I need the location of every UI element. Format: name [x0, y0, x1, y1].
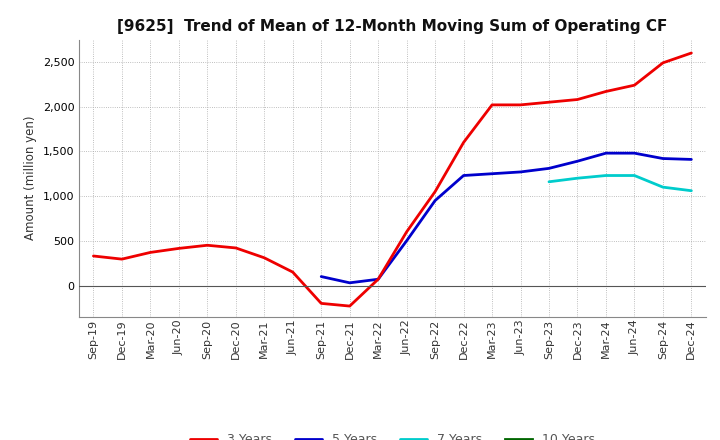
3 Years [117, 257, 126, 262]
3 Years [146, 250, 155, 255]
3 Years [459, 140, 468, 145]
5 Years [459, 173, 468, 178]
3 Years [630, 83, 639, 88]
Title: [9625]  Trend of Mean of 12-Month Moving Sum of Operating CF: [9625] Trend of Mean of 12-Month Moving … [117, 19, 667, 34]
5 Years [487, 171, 496, 176]
3 Years [346, 304, 354, 309]
3 Years [174, 246, 183, 251]
7 Years [687, 188, 696, 193]
3 Years [545, 99, 554, 105]
5 Years [374, 277, 382, 282]
7 Years [630, 173, 639, 178]
3 Years [260, 255, 269, 260]
3 Years [516, 102, 525, 107]
Line: 3 Years: 3 Years [94, 53, 691, 306]
5 Years [516, 169, 525, 175]
5 Years [545, 166, 554, 171]
3 Years [374, 277, 382, 282]
3 Years [402, 229, 411, 235]
7 Years [545, 179, 554, 184]
5 Years [317, 274, 325, 279]
5 Years [659, 156, 667, 161]
3 Years [659, 60, 667, 66]
Y-axis label: Amount (million yen): Amount (million yen) [24, 116, 37, 240]
7 Years [602, 173, 611, 178]
5 Years [431, 198, 439, 203]
5 Years [687, 157, 696, 162]
5 Years [602, 150, 611, 156]
5 Years [573, 158, 582, 164]
3 Years [289, 269, 297, 275]
5 Years [402, 238, 411, 243]
7 Years [573, 176, 582, 181]
3 Years [573, 97, 582, 102]
3 Years [203, 242, 212, 248]
5 Years [630, 150, 639, 156]
3 Years [487, 102, 496, 107]
Line: 5 Years: 5 Years [321, 153, 691, 283]
3 Years [317, 301, 325, 306]
Line: 7 Years: 7 Years [549, 176, 691, 191]
3 Years [431, 189, 439, 194]
3 Years [89, 253, 98, 259]
3 Years [687, 50, 696, 55]
5 Years [346, 280, 354, 286]
3 Years [232, 246, 240, 251]
Legend: 3 Years, 5 Years, 7 Years, 10 Years: 3 Years, 5 Years, 7 Years, 10 Years [184, 429, 600, 440]
7 Years [659, 184, 667, 190]
3 Years [602, 89, 611, 94]
